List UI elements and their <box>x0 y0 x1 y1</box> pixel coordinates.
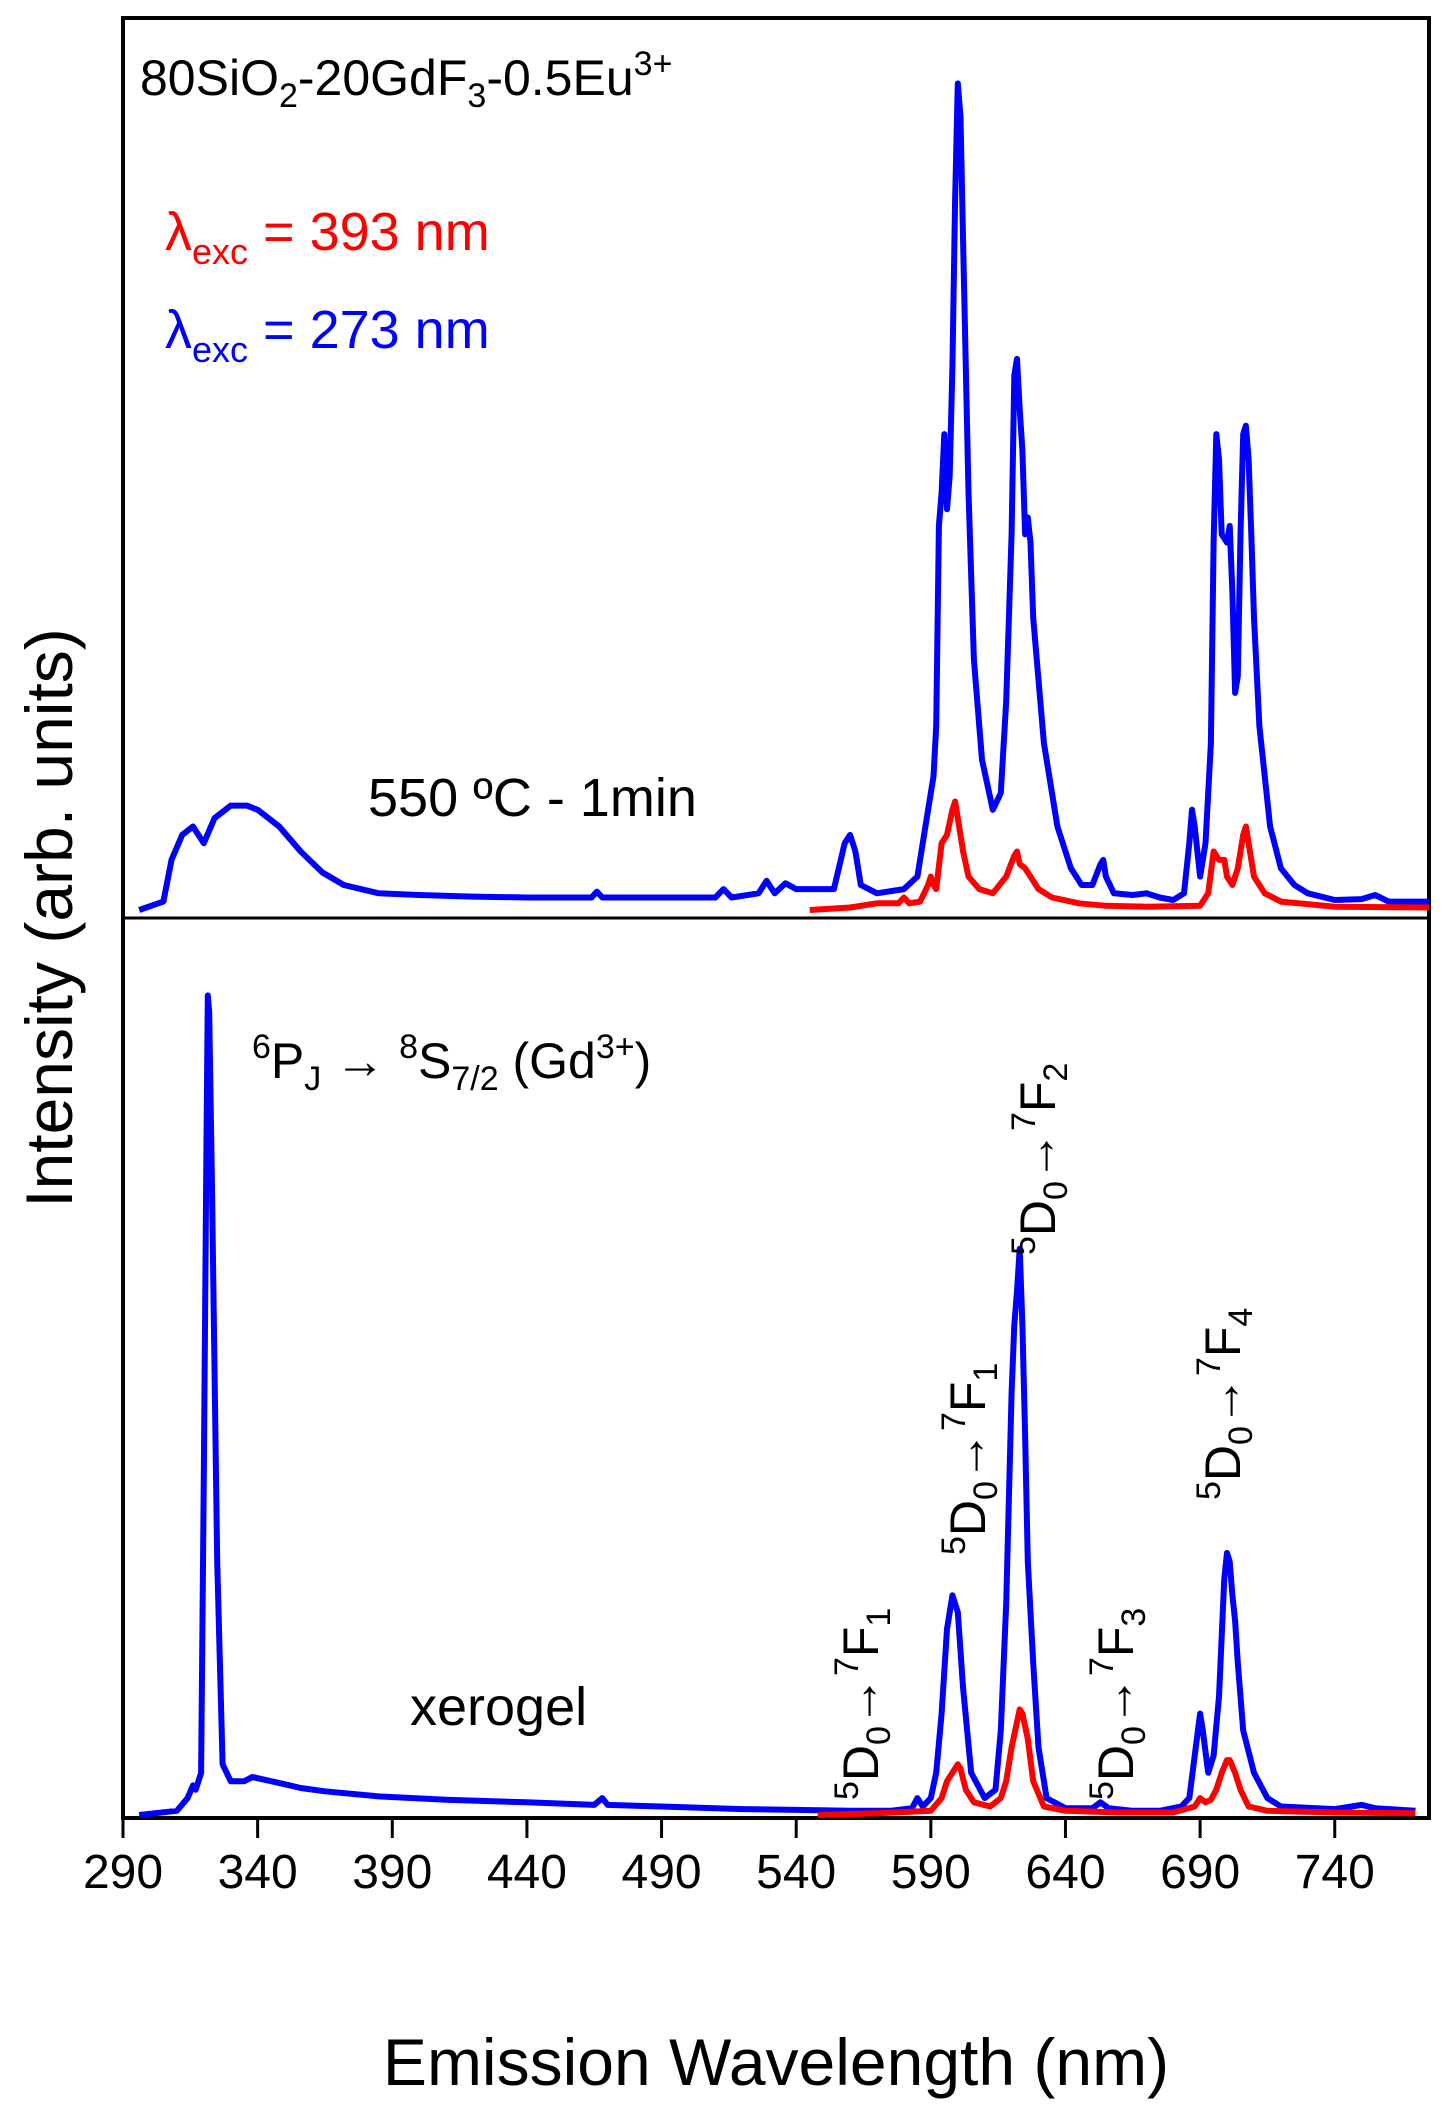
gd-transition-label: 6PJ → 8S7/2 (Gd3+) <box>252 1028 651 1098</box>
x-tick-label: 690 <box>1160 1846 1240 1899</box>
series-layer <box>138 80 1430 1818</box>
x-tick-label: 590 <box>891 1846 971 1899</box>
x-tick-label: 490 <box>622 1846 702 1899</box>
xerogel-series-393nm <box>817 1706 1416 1818</box>
x-axis-ticks: 290 340 390 440 490 540 590 640 690 740 <box>83 1818 1375 1899</box>
annealed-series-273nm <box>138 80 1429 913</box>
transition-label-f1b: 5D0→7F1 <box>935 1363 1005 1555</box>
annealed-series-393nm <box>809 798 1430 913</box>
x-tick-label: 540 <box>756 1846 836 1899</box>
transition-label-f1a: 5D0→7F1 <box>828 1608 898 1800</box>
x-axis-title: Emission Wavelength (nm) <box>383 2025 1169 2099</box>
xerogel-series-273nm <box>138 992 1416 1818</box>
x-tick-label: 440 <box>487 1846 567 1899</box>
transition-label-f2: 5D0→7F2 <box>1005 1063 1075 1255</box>
transition-label-f4: 5D0→7F4 <box>1190 1308 1260 1500</box>
legend-entry-393: λexc = 393 nm <box>165 202 490 272</box>
x-tick-label: 340 <box>218 1846 298 1899</box>
panel-label-xerogel: xerogel <box>410 1677 587 1737</box>
panel-label-annealed: 550 ºC - 1min <box>368 768 697 828</box>
y-axis-title: Intensity (arb. units) <box>12 628 86 1208</box>
x-tick-label: 290 <box>83 1846 163 1899</box>
x-tick-label: 740 <box>1295 1846 1375 1899</box>
x-tick-label: 390 <box>352 1846 432 1899</box>
sample-label: 80SiO2-20GdF3-0.5Eu3+ <box>140 45 672 115</box>
transition-label-f3: 5D0→7F3 <box>1083 1608 1153 1800</box>
legend-entry-273: λexc = 273 nm <box>165 300 490 370</box>
x-tick-label: 640 <box>1025 1846 1105 1899</box>
